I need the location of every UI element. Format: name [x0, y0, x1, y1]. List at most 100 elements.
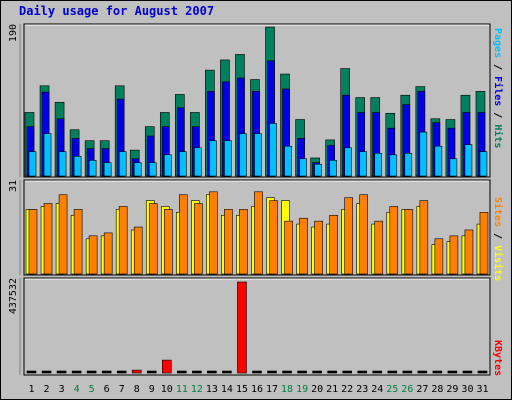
- bar-kbytes: [252, 370, 262, 374]
- bar-sites: [58, 194, 68, 275]
- bar-pages: [58, 151, 67, 177]
- legend-middle-part: /: [492, 227, 503, 246]
- bar-kbytes: [462, 370, 473, 374]
- bar-pages: [209, 140, 217, 177]
- bar-pages: [344, 147, 352, 177]
- x-tick-label: 18: [281, 384, 293, 395]
- x-tick-label: 28: [431, 384, 443, 395]
- bar-kbytes: [56, 370, 67, 374]
- bar-sites: [148, 203, 158, 275]
- bar-sites: [118, 206, 128, 275]
- bar-kbytes: [161, 359, 172, 374]
- bar-pages: [194, 147, 202, 177]
- x-tick-label: 29: [446, 384, 458, 395]
- bar-sites: [224, 209, 233, 275]
- bar-kbytes: [447, 370, 458, 374]
- x-tick-label: 15: [236, 384, 248, 395]
- bar-pages: [404, 152, 413, 177]
- bar-kbytes: [297, 370, 307, 374]
- x-tick-label: 3: [59, 384, 65, 395]
- bar-sites: [314, 220, 323, 275]
- bar-kbytes: [86, 370, 97, 374]
- x-tick-label: 19: [296, 384, 308, 395]
- x-tick-label: 26: [401, 384, 413, 395]
- legend-bottom-part: KBytes: [492, 340, 503, 377]
- bar-kbytes: [207, 370, 217, 374]
- bar-sites: [419, 200, 429, 275]
- bar-pages: [299, 158, 307, 177]
- x-tick-label: 10: [161, 384, 173, 395]
- bar-pages: [254, 133, 262, 177]
- bar-sites: [88, 235, 98, 275]
- bar-sites: [254, 191, 263, 275]
- x-tick-label: 27: [416, 384, 428, 395]
- bar-sites: [284, 220, 293, 275]
- x-tick-label: 11: [176, 384, 188, 395]
- x-tick-label: 17: [266, 384, 278, 395]
- bar-sites: [73, 209, 83, 275]
- bar-pages: [224, 140, 232, 177]
- legend-middle-part: Visits: [492, 245, 503, 282]
- legend-top-part: Pages: [492, 28, 503, 59]
- bar-pages: [269, 123, 277, 177]
- bar-sites: [133, 226, 143, 275]
- bar-pages: [88, 160, 97, 177]
- bar-pages: [28, 151, 37, 177]
- bar-kbytes: [402, 370, 413, 374]
- x-tick-label: 25: [386, 384, 398, 395]
- bar-sites: [464, 229, 474, 275]
- legend-top: Pages / Files / Hits: [492, 28, 503, 148]
- x-tick-label: 2: [44, 384, 50, 395]
- bar-sites: [479, 212, 489, 275]
- bar-sites: [344, 197, 353, 275]
- bar-sites: [374, 220, 384, 275]
- x-tick-label: 8: [134, 384, 140, 395]
- bar-pages: [449, 158, 458, 177]
- bar-sites: [434, 238, 444, 275]
- bar-pages: [103, 162, 112, 177]
- bar-kbytes: [312, 370, 322, 374]
- x-tick-label: 6: [104, 384, 110, 395]
- bar-kbytes: [131, 369, 142, 374]
- x-tick-label: 13: [206, 384, 218, 395]
- bar-sites: [269, 200, 278, 275]
- bar-kbytes: [101, 370, 112, 374]
- bar-pages: [284, 145, 292, 177]
- legend-top-part: /: [492, 106, 503, 125]
- bar-pages: [133, 162, 142, 177]
- bar-pages: [239, 133, 247, 177]
- legend-middle-part: Sites: [492, 197, 503, 228]
- x-tick-label: 12: [191, 384, 203, 395]
- x-tick-label: 22: [341, 384, 353, 395]
- bar-kbytes: [357, 370, 368, 374]
- bar-kbytes: [327, 370, 337, 374]
- legend-middle: Sites / Visits: [492, 197, 503, 281]
- bar-kbytes: [26, 370, 37, 374]
- bar-kbytes: [41, 370, 52, 374]
- legend-bottom: KBytes: [492, 340, 503, 376]
- legend-top-part: Hits: [492, 124, 503, 149]
- bar-pages: [179, 151, 187, 177]
- bar-sites: [43, 203, 53, 275]
- bar-kbytes: [282, 370, 292, 374]
- x-tick-label: 20: [311, 384, 323, 395]
- bar-sites: [194, 203, 203, 275]
- bar-kbytes: [342, 370, 352, 374]
- bar-kbytes: [267, 370, 277, 374]
- bar-sites: [389, 206, 399, 275]
- bar-sites: [329, 214, 338, 275]
- bar-sites: [209, 191, 218, 275]
- bar-sites: [449, 235, 459, 275]
- bar-pages: [118, 151, 127, 177]
- bar-sites: [103, 232, 113, 275]
- bar-pages: [419, 131, 428, 177]
- bar-kbytes: [432, 370, 443, 374]
- legend-top-part: Files: [492, 76, 503, 107]
- bar-pages: [329, 160, 337, 177]
- x-tick-label: 5: [89, 384, 95, 395]
- bar-pages: [464, 144, 473, 177]
- bar-sites: [163, 209, 173, 275]
- bar-pages: [389, 154, 398, 177]
- bar-kbytes: [222, 370, 232, 374]
- legend-top-part: /: [492, 58, 503, 77]
